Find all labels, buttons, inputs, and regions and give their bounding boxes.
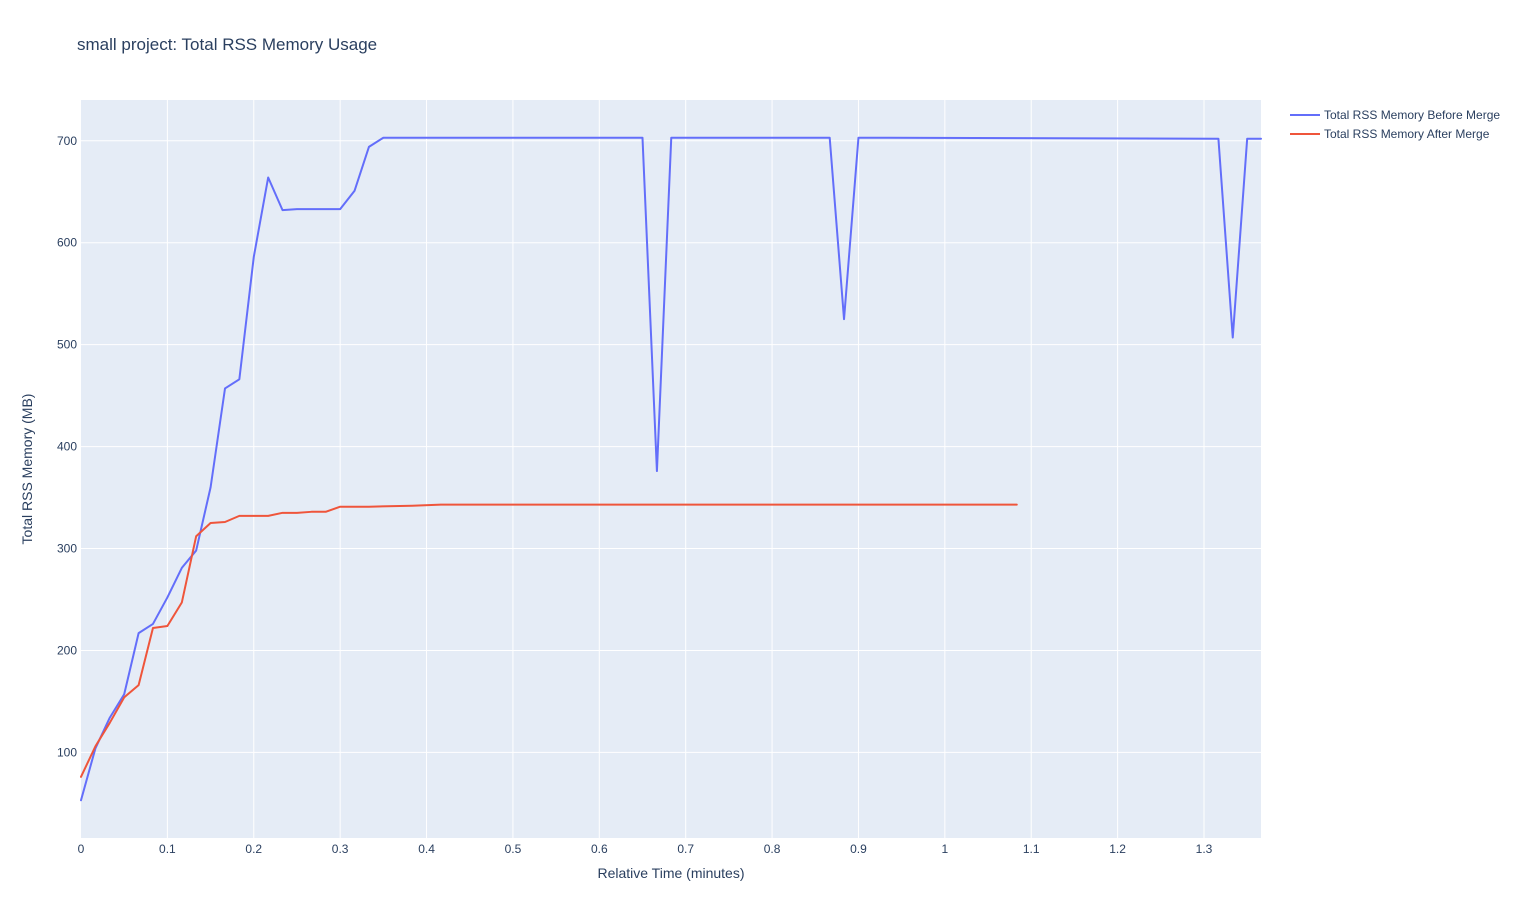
x-tick-label: 0.8 xyxy=(764,842,781,856)
x-tick-label: 1.3 xyxy=(1196,842,1213,856)
x-tick-label: 1.1 xyxy=(1023,842,1040,856)
x-tick-label: 0.3 xyxy=(332,842,349,856)
series-lines xyxy=(80,136,1262,802)
y-tick-label: 300 xyxy=(57,542,77,556)
plot-area xyxy=(81,100,1261,838)
x-axis-label: Relative Time (minutes) xyxy=(597,865,744,881)
y-axis-label: Total RSS Memory (MB) xyxy=(19,394,35,545)
y-tick-label: 400 xyxy=(57,440,77,454)
x-tick-label: 0.4 xyxy=(418,842,435,856)
x-tick-label: 0.1 xyxy=(159,842,176,856)
x-tick-label: 0.5 xyxy=(505,842,522,856)
y-tick-label: 700 xyxy=(57,134,77,148)
y-tick-label: 200 xyxy=(57,643,77,657)
x-tick-label: 0.2 xyxy=(245,842,262,856)
x-tick-label: 0.7 xyxy=(677,842,694,856)
legend-item[interactable]: Total RSS Memory After Merge xyxy=(1290,127,1490,141)
legend[interactable]: Total RSS Memory Before Merge Total RSS M… xyxy=(1290,108,1500,141)
series-line-before-merge xyxy=(80,136,1262,802)
series-line-after-merge xyxy=(80,503,1018,778)
x-tick-label: 0.9 xyxy=(850,842,867,856)
x-tick-label: 0 xyxy=(78,842,85,856)
y-tick-label: 100 xyxy=(57,745,77,759)
y-axis-ticks: 100 200 300 400 500 600 700 xyxy=(57,134,77,760)
x-axis-ticks: 0 0.1 0.2 0.3 0.4 0.5 0.6 0.7 0.8 0.9 1 1.1 1.2 1.3 xyxy=(78,842,1213,856)
x-tick-label: 0.6 xyxy=(591,842,608,856)
x-tick-label: 1 xyxy=(941,842,948,856)
chart-title: small project: Total RSS Memory Usage xyxy=(77,35,377,54)
y-tick-label: 500 xyxy=(57,338,77,352)
legend-label: Total RSS Memory After Merge xyxy=(1324,127,1490,141)
legend-label: Total RSS Memory Before Merge xyxy=(1324,108,1500,122)
y-tick-label: 600 xyxy=(57,236,77,250)
x-tick-label: 1.2 xyxy=(1109,842,1126,856)
grid-lines xyxy=(81,100,1261,838)
legend-item[interactable]: Total RSS Memory Before Merge xyxy=(1290,108,1500,122)
